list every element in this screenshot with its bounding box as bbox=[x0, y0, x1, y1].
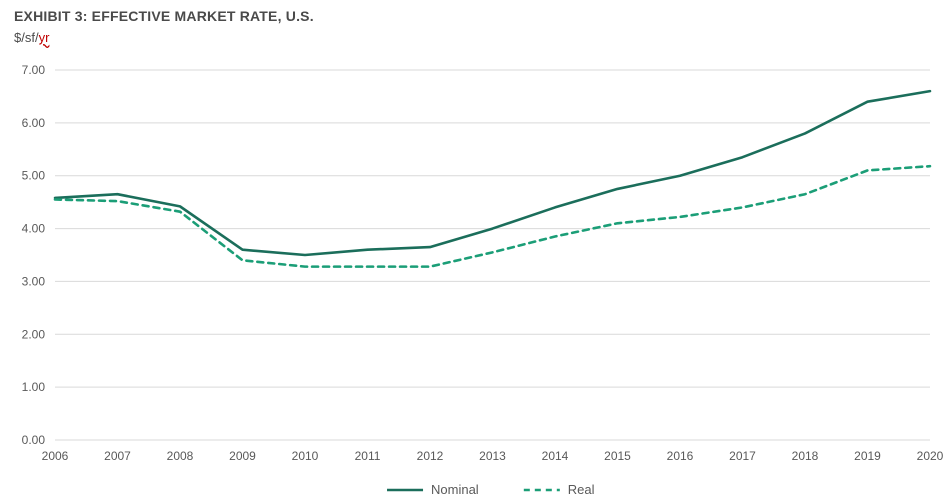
x-tick-label: 2011 bbox=[355, 449, 381, 463]
x-axis-labels: 2006 2007 2008 2009 2010 2011 2012 2013 2014 2015… bbox=[42, 449, 943, 463]
x-tick-label: 2020 bbox=[917, 449, 943, 463]
y-tick-label: 2.00 bbox=[22, 327, 46, 341]
x-tick-label: 2013 bbox=[479, 449, 506, 463]
chart-title: EXHIBIT 3: EFFECTIVE MARKET RATE, U.S. bbox=[14, 8, 314, 24]
x-tick-label: 2009 bbox=[229, 449, 256, 463]
x-tick-label: 2017 bbox=[729, 449, 756, 463]
y-tick-label: 4.00 bbox=[22, 222, 46, 236]
y-tick-label: 5.00 bbox=[22, 169, 46, 183]
x-tick-label: 2012 bbox=[417, 449, 444, 463]
x-tick-label: 2018 bbox=[792, 449, 819, 463]
x-tick-label: 2010 bbox=[292, 449, 319, 463]
exhibit-container: EXHIBIT 3: EFFECTIVE MARKET RATE, U.S. $… bbox=[0, 0, 943, 504]
chart-bg bbox=[0, 60, 943, 504]
y-tick-label: 0.00 bbox=[22, 433, 46, 447]
subtitle-prefix: $/sf/ bbox=[14, 30, 39, 45]
x-tick-label: 2014 bbox=[542, 449, 569, 463]
chart-subtitle: $/sf/yr bbox=[14, 30, 49, 45]
x-tick-label: 2015 bbox=[604, 449, 631, 463]
chart-area: 0.00 1.00 2.00 3.00 4.00 5.00 6.00 7.00 2006 2007… bbox=[0, 60, 943, 504]
y-tick-label: 7.00 bbox=[22, 63, 46, 77]
line-chart-svg: 0.00 1.00 2.00 3.00 4.00 5.00 6.00 7.00 2006 2007… bbox=[0, 60, 943, 504]
legend-label-real: Real bbox=[568, 482, 595, 497]
subtitle-underlined: yr bbox=[39, 30, 50, 45]
y-tick-label: 1.00 bbox=[22, 380, 46, 394]
x-tick-label: 2016 bbox=[667, 449, 694, 463]
legend-label-nominal: Nominal bbox=[431, 482, 479, 497]
x-tick-label: 2006 bbox=[42, 449, 69, 463]
x-tick-label: 2008 bbox=[167, 449, 194, 463]
x-tick-label: 2007 bbox=[104, 449, 131, 463]
y-tick-label: 6.00 bbox=[22, 116, 46, 130]
y-tick-label: 3.00 bbox=[22, 274, 46, 288]
x-tick-label: 2019 bbox=[854, 449, 881, 463]
